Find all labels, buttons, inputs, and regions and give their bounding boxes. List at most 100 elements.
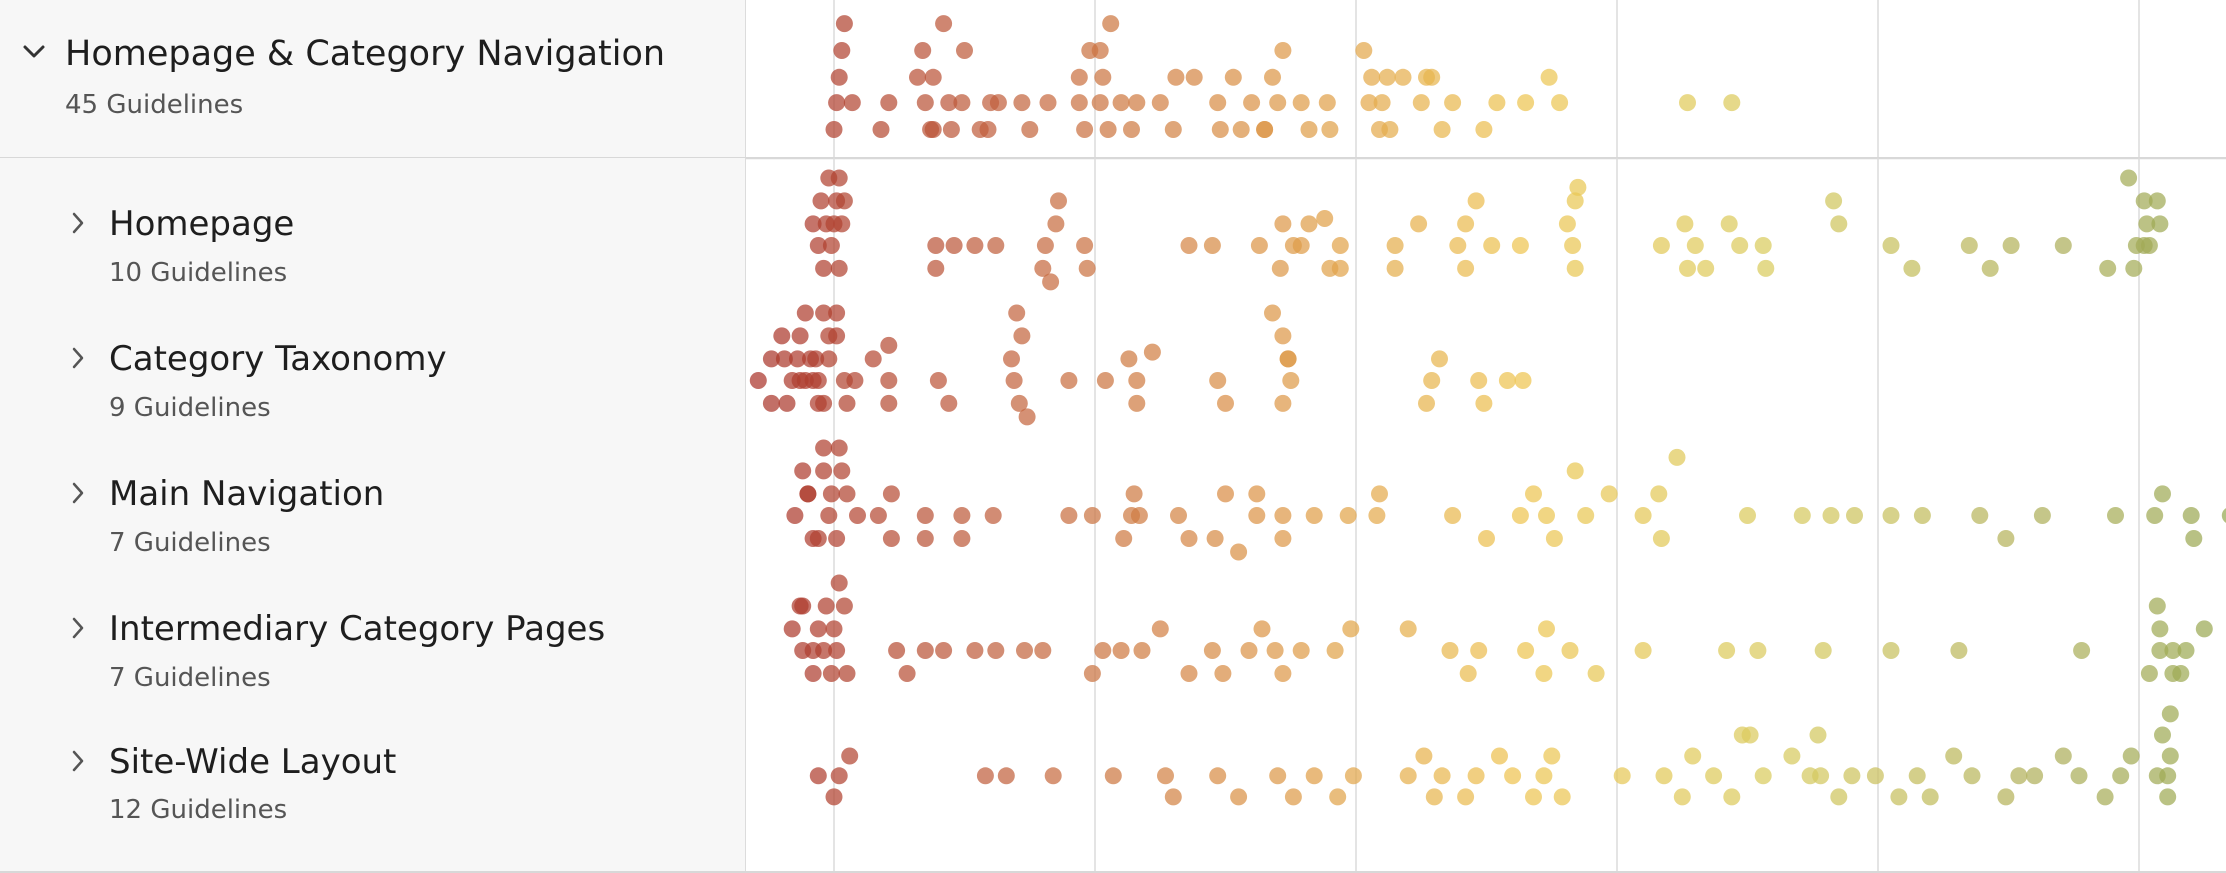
- data-point: [2154, 485, 2171, 503]
- data-point: [1096, 372, 1114, 389]
- data-point: [1517, 642, 1535, 659]
- outline-panel: [0, 0, 746, 873]
- data-point: [882, 530, 900, 547]
- data-point: [1034, 259, 1052, 277]
- data-point: [1378, 68, 1396, 86]
- chevron-right-icon[interactable]: [70, 749, 92, 772]
- data-point: [1866, 767, 1884, 785]
- data-point: [1143, 343, 1161, 361]
- data-point: [809, 530, 827, 547]
- data-point: [953, 94, 971, 112]
- data-point: [828, 642, 846, 659]
- data-point: [945, 237, 963, 254]
- data-point: [1903, 259, 1921, 277]
- data-point: [1433, 767, 1451, 785]
- data-point: [1553, 788, 1571, 806]
- data-point: [1540, 68, 1558, 86]
- data-point: [1112, 94, 1130, 112]
- data-point: [835, 597, 853, 615]
- data-point: [1971, 507, 1989, 524]
- data-point: [882, 485, 900, 503]
- data-point: [1525, 788, 1542, 806]
- data-point: [935, 15, 953, 33]
- chevron-right-icon[interactable]: [70, 481, 92, 504]
- data-point: [2002, 237, 2020, 254]
- data-point: [2010, 767, 2028, 785]
- data-point: [815, 304, 833, 322]
- data-point: [909, 68, 926, 86]
- data-point: [1545, 530, 1563, 547]
- data-point: [799, 485, 817, 503]
- data-point: [825, 788, 843, 806]
- data-point: [1457, 215, 1475, 233]
- data-point: [2146, 507, 2164, 524]
- data-point: [1344, 767, 1362, 785]
- data-point: [830, 68, 848, 86]
- series-3: [786, 439, 2226, 561]
- data-point: [880, 394, 898, 412]
- data-point: [1538, 620, 1555, 638]
- chevron-right-icon[interactable]: [70, 346, 92, 369]
- data-point: [1394, 68, 1412, 86]
- data-point: [2161, 705, 2179, 723]
- data-point: [1731, 237, 1749, 254]
- data-point: [2182, 507, 2200, 524]
- data-point: [1830, 788, 1848, 806]
- data-point: [1185, 68, 1203, 86]
- data-point: [1723, 94, 1741, 112]
- chevron-down-icon[interactable]: [22, 44, 45, 66]
- data-point: [1587, 665, 1605, 682]
- data-point: [935, 642, 953, 659]
- chevron-right-icon[interactable]: [70, 616, 92, 639]
- data-point: [2151, 620, 2169, 638]
- data-point: [1115, 530, 1133, 547]
- data-point: [1679, 259, 1696, 277]
- data-point: [864, 350, 882, 368]
- list-item-toggle[interactable]: Main Navigation 7 Guidelines: [0, 429, 746, 564]
- list-item-homepage: Homepage 10 Guidelines: [0, 159, 2226, 294]
- data-point: [1331, 237, 1349, 254]
- data-point: [1042, 273, 1060, 291]
- data-point: [2070, 767, 2088, 785]
- list-item-toggle[interactable]: Site-Wide Layout 12 Guidelines: [0, 699, 746, 871]
- data-point: [830, 439, 848, 457]
- data-point: [1157, 767, 1174, 785]
- data-point: [1112, 642, 1130, 659]
- group-title: Homepage & Category Navigation: [65, 34, 666, 74]
- group-toggle[interactable]: Homepage & Category Navigation 45 Guidel…: [0, 0, 746, 157]
- data-point: [1360, 94, 1378, 112]
- data-point: [1511, 507, 1529, 524]
- data-point: [1203, 642, 1221, 659]
- data-point: [1381, 121, 1399, 138]
- data-point: [916, 94, 934, 112]
- data-point: [794, 462, 812, 480]
- list-item-main-navigation: Main Navigation 7 Guidelines: [0, 429, 2226, 564]
- data-point: [1256, 121, 1274, 138]
- data-point: [849, 507, 866, 524]
- data-point: [1514, 372, 1532, 389]
- data-point: [1566, 192, 1584, 210]
- data-point: [1444, 507, 1462, 524]
- list-item-toggle[interactable]: Homepage 10 Guidelines: [0, 159, 746, 294]
- list-item-toggle[interactable]: Intermediary Category Pages 7 Guidelines: [0, 564, 746, 699]
- data-point: [1373, 94, 1391, 112]
- data-point: [846, 372, 864, 389]
- data-point: [1044, 767, 1062, 785]
- data-point: [2138, 215, 2156, 233]
- data-point: [1634, 507, 1652, 524]
- data-point: [812, 192, 830, 210]
- data-point: [1652, 237, 1670, 254]
- data-point: [1355, 42, 1373, 59]
- data-point: [815, 462, 833, 480]
- data-point: [953, 507, 971, 524]
- data-point: [1475, 121, 1493, 138]
- list-item-toggle[interactable]: Category Taxonomy 9 Guidelines: [0, 294, 746, 429]
- data-point: [1331, 259, 1349, 277]
- data-point: [1676, 215, 1694, 233]
- data-point: [1232, 121, 1250, 138]
- series-0: [825, 15, 1741, 138]
- data-point: [1525, 485, 1542, 503]
- chevron-right-icon[interactable]: [70, 211, 92, 234]
- data-point: [1418, 394, 1435, 412]
- list-item-site-wide-layout: Site-Wide Layout 12 Guidelines: [0, 699, 2226, 871]
